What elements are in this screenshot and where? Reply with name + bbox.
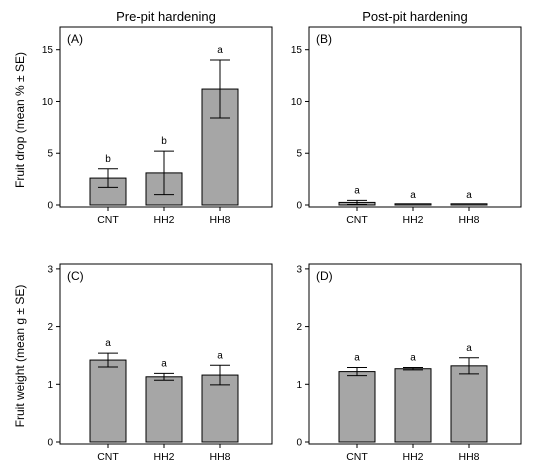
panel-b-sig-cnt: a (354, 185, 360, 196)
panel-b-label: (B) (316, 32, 332, 46)
panel-c-ytick-label-2: 2 (47, 322, 53, 333)
panel-c-bar-cnt (89, 359, 127, 443)
panel-b: (B) 0 5 10 15 a CNT a HH2 a HH8 (291, 26, 522, 226)
panel-d-ytick-label-3: 3 (296, 264, 302, 275)
panel-c-errorbar-hh8 (210, 364, 230, 386)
panel-c-errorbar-hh2 (154, 372, 174, 381)
panel-a: (A) 0 5 10 15 b CNT b HH2 a HH8 (42, 26, 273, 226)
panel-d-errorbar-hh8 (459, 357, 479, 375)
panel-a-ytick-label-0: 0 (47, 201, 53, 212)
panel-b-errorbar-cnt (347, 199, 367, 205)
panel-a-category-hh2: HH2 (153, 214, 174, 226)
panel-d: (D) 0 1 2 3 a CNT a HH2 a HH8 (296, 263, 522, 463)
panel-c-ytick-label-3: 3 (47, 264, 53, 275)
panel-a-ytick-label-3: 15 (42, 45, 54, 56)
y-axis-label-fruit-drop: Fruit drop (mean % ± SE) (13, 52, 27, 188)
panel-b-sig-hh2: a (410, 190, 416, 201)
panel-b-ytick-label-1: 5 (296, 149, 302, 160)
y-axis-label-fruit-weight: Fruit weight (mean g ± SE) (13, 285, 27, 428)
panel-a-label: (A) (67, 32, 83, 46)
panel-d-category-cnt: CNT (346, 451, 368, 463)
panel-d-bar-hh8 (450, 365, 488, 443)
panel-b-category-cnt: CNT (346, 214, 368, 226)
panel-c-ytick-label-1: 1 (47, 380, 53, 391)
column-title-pre-pit: Pre-pit hardening (116, 9, 216, 24)
panel-b-bar-hh2 (394, 203, 432, 206)
panel-a-ytick-label-2: 10 (42, 97, 54, 108)
column-title-post-pit: Post-pit hardening (362, 9, 468, 24)
panel-d-errorbar-cnt (347, 367, 367, 377)
panel-d-frame (308, 263, 522, 445)
panel-b-sig-hh8: a (466, 190, 472, 201)
panel-b-frame (308, 26, 522, 208)
panel-c-ytick-label-0: 0 (47, 438, 53, 449)
panel-d-ytick-label-1: 1 (296, 380, 302, 391)
panel-a-frame (59, 26, 273, 208)
panel-c-category-hh8: HH8 (209, 451, 230, 463)
panel-b-ytick-label-0: 0 (296, 201, 302, 212)
panel-c-bar-hh8 (201, 374, 239, 443)
panel-a-ytick-label-1: 5 (47, 149, 53, 160)
panel-a-sig-cnt: b (105, 154, 111, 165)
panel-c-category-cnt: CNT (97, 451, 119, 463)
panel-d-bar-cnt (338, 371, 376, 443)
panel-b-ytick-label-3: 15 (291, 45, 303, 56)
panel-d-category-hh8: HH8 (458, 451, 479, 463)
panel-d-sig-cnt: a (354, 353, 360, 364)
panel-d-category-hh2: HH2 (402, 451, 423, 463)
panel-a-category-hh8: HH8 (209, 214, 230, 226)
panel-b-category-hh8: HH8 (458, 214, 479, 226)
panel-d-bar-hh2 (394, 368, 432, 443)
panel-c: (C) 0 1 2 3 a CNT a HH2 a HH8 (47, 263, 273, 463)
panel-c-sig-hh2: a (161, 358, 167, 369)
panel-a-errorbar-hh2 (154, 150, 174, 196)
panel-a-sig-hh2: b (161, 136, 167, 147)
panel-b-ytick-label-2: 10 (291, 97, 303, 108)
panel-b-bar-hh8 (450, 203, 488, 206)
panel-d-errorbar-hh2 (403, 367, 423, 371)
panel-a-sig-hh8: a (217, 45, 223, 56)
panel-d-sig-hh8: a (466, 343, 472, 354)
panel-c-bar-hh2 (145, 376, 183, 443)
panel-c-category-hh2: HH2 (153, 451, 174, 463)
panel-a-errorbar-hh8 (210, 59, 230, 119)
panel-d-ytick-label-2: 2 (296, 322, 302, 333)
panel-c-sig-hh8: a (217, 350, 223, 361)
panel-c-frame (59, 263, 273, 445)
panel-d-label: (D) (316, 269, 333, 283)
panel-d-ytick-label-0: 0 (296, 438, 302, 449)
panel-c-label: (C) (67, 269, 84, 283)
panel-a-category-cnt: CNT (97, 214, 119, 226)
panel-b-category-hh2: HH2 (402, 214, 423, 226)
panel-c-errorbar-cnt (98, 352, 118, 368)
panel-d-sig-hh2: a (410, 353, 416, 364)
panel-c-sig-cnt: a (105, 338, 111, 349)
panel-a-errorbar-cnt (98, 168, 118, 188)
